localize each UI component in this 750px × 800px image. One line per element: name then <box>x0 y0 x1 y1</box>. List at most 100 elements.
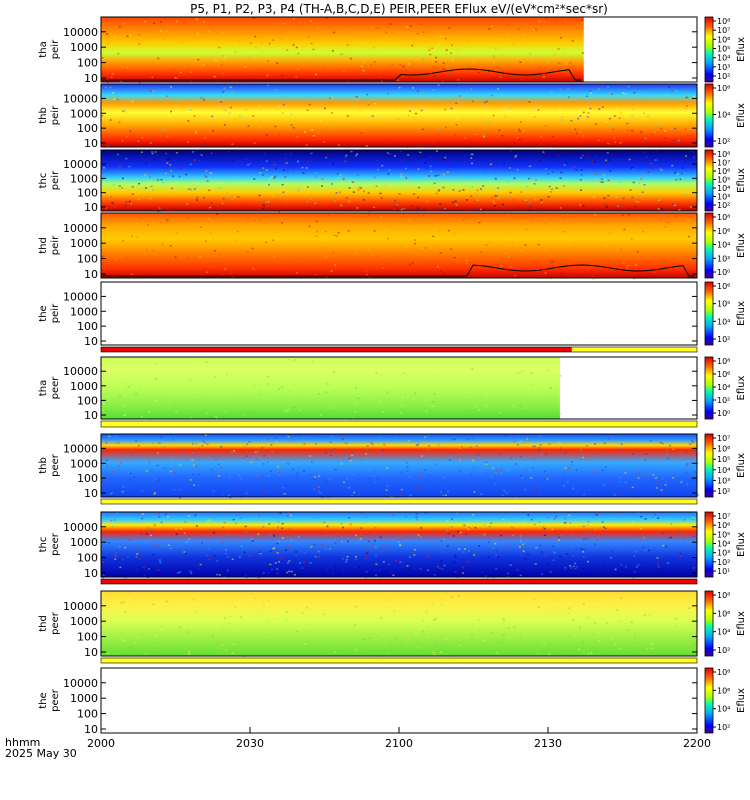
spectrogram-pixel <box>509 140 512 142</box>
spectrogram-pixel <box>237 40 240 43</box>
spectrogram-pixel <box>439 252 442 254</box>
spectrogram-pixel <box>306 109 309 111</box>
spectrogram-pixel <box>424 512 427 514</box>
spectrogram-pixel <box>244 575 247 577</box>
spectrogram-pixel <box>427 434 430 436</box>
spectrogram-pixel <box>223 87 226 89</box>
spectrogram-pixel <box>424 162 427 164</box>
spectrogram-pixel <box>611 126 614 128</box>
spectrogram-pixel <box>166 219 169 221</box>
spectrogram-pixel <box>397 79 400 82</box>
spectrogram-pixel <box>511 526 513 529</box>
spectrogram-pixel <box>643 536 646 538</box>
spectrogram-pixel <box>535 395 538 397</box>
spectrogram-pixel <box>158 559 161 561</box>
spectrogram-pixel <box>543 20 546 23</box>
spectrogram-pixel <box>140 416 143 418</box>
spectrogram-pixel <box>509 513 512 515</box>
spectrogram-pixel <box>135 546 138 548</box>
spectrogram-pixel <box>281 183 284 186</box>
spectrogram-pixel <box>506 361 509 363</box>
spectrogram-pixel <box>375 185 378 187</box>
spectrogram-pixel <box>270 176 273 178</box>
spectrogram-pixel <box>124 547 127 549</box>
spectrogram-pixel <box>314 202 317 205</box>
spectrogram-pixel <box>238 513 241 516</box>
spectrogram-pixel <box>277 521 280 523</box>
spectrogram-pixel <box>473 454 476 457</box>
spectrogram-pixel <box>135 556 138 558</box>
spectrogram-pixel <box>159 469 162 472</box>
spectrogram-pixel <box>477 453 480 456</box>
spectrogram-pixel <box>473 187 476 189</box>
spectrogram-pixel <box>352 191 355 193</box>
spectrogram-pixel <box>156 464 159 467</box>
spectrogram-pixel <box>223 74 226 76</box>
spectrogram-pixel <box>467 538 470 541</box>
spectrogram-pixel <box>446 65 449 68</box>
spectrogram-pixel <box>573 127 576 130</box>
spectrogram-pixel <box>643 614 646 616</box>
spectrogram-pixel <box>527 514 530 516</box>
spectrogram-pixel <box>528 559 531 562</box>
spectrogram-pixel <box>562 630 565 633</box>
spectrogram-pixel <box>494 195 496 197</box>
spectrogram-pixel <box>499 453 502 455</box>
spectrogram-pixel <box>444 494 447 496</box>
spectrogram-pixel <box>393 155 396 157</box>
spectrogram-pixel <box>535 29 538 31</box>
spectrogram-pixel <box>433 574 436 576</box>
spectrogram-pixel <box>198 160 201 162</box>
y-tick-label: 10000 <box>63 442 98 455</box>
spectrogram-pixel <box>526 185 529 188</box>
spectrogram-pixel <box>215 458 218 461</box>
spectrogram-pixel <box>443 476 445 479</box>
spectrogram-pixel <box>427 633 430 635</box>
spectrogram-pixel <box>221 628 224 630</box>
spectrogram-pixel <box>187 515 190 517</box>
spectrogram-pixel <box>231 652 234 654</box>
spectrogram-pixel <box>315 176 318 179</box>
spectrogram-pixel <box>137 445 140 447</box>
spectrogram-pixel <box>160 575 163 578</box>
spectrogram-pixel <box>313 642 316 644</box>
spectrogram-pixel <box>315 443 318 445</box>
spectrogram-pixel <box>384 184 387 187</box>
spectrogram-pixel <box>101 409 104 412</box>
spectrogram-pixel <box>580 21 583 24</box>
spectrogram-pixel <box>454 200 457 202</box>
spectrogram-pixel <box>403 213 405 215</box>
spectrogram-pixel <box>550 90 553 93</box>
spectrogram-pixel <box>239 180 242 182</box>
spectrogram-pixel <box>472 514 475 516</box>
spectrogram-pixel <box>138 34 141 36</box>
spectrogram-pixel <box>638 182 641 185</box>
spectrogram-pixel <box>561 66 564 69</box>
colorbar-tick-label: 10² <box>717 558 730 567</box>
spectrogram-pixel <box>159 561 162 564</box>
spectrogram-pixel <box>158 516 161 518</box>
spectrogram-pixel <box>214 375 217 378</box>
spectrogram-pixel <box>151 221 154 224</box>
spectrogram-pixel <box>250 538 253 540</box>
spectrogram-pixel <box>342 178 345 180</box>
spectrogram-pixel <box>552 171 554 173</box>
spectrogram-pixel <box>644 137 647 140</box>
spectrogram-pixel <box>189 188 192 191</box>
spectrogram-pixel <box>329 192 332 194</box>
spectrogram-pixel <box>532 629 535 631</box>
spectrogram-pixel <box>559 177 562 179</box>
spectrogram-pixel <box>317 132 320 135</box>
spectrogram-pixel <box>209 172 212 174</box>
colorbar-tick-label: 10¹ <box>717 567 730 576</box>
spectrogram-pixel <box>359 538 362 540</box>
spectrogram-pixel <box>584 213 587 216</box>
spectrogram-pixel <box>165 185 168 187</box>
spectrogram-pixel <box>567 612 570 614</box>
spectrogram-pixel <box>116 512 119 514</box>
spectrogram-pixel <box>281 397 283 399</box>
spectrogram-pixel <box>373 230 376 232</box>
spectrogram-pixel <box>166 162 169 164</box>
spectrogram-pixel <box>554 42 557 45</box>
